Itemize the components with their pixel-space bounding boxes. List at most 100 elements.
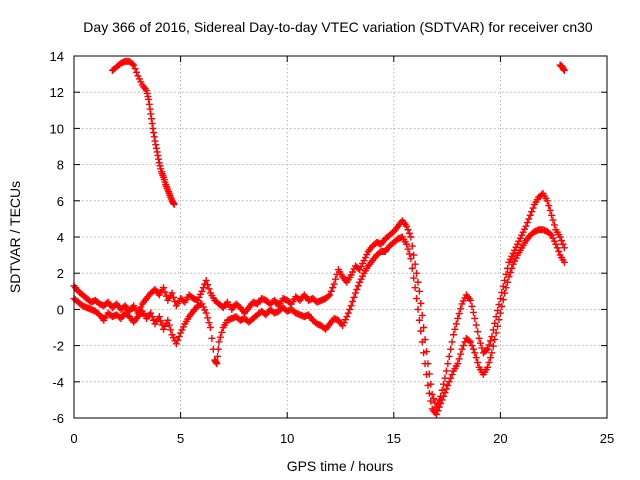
data-point-plus xyxy=(545,202,553,210)
data-point-plus xyxy=(414,305,422,313)
series-high-arc-late xyxy=(556,61,568,74)
data-point-plus xyxy=(474,358,482,366)
data-point-plus xyxy=(425,389,433,397)
data-point-plus xyxy=(457,350,465,358)
data-point-plus xyxy=(172,340,180,348)
data-point-plus xyxy=(501,289,509,297)
data-point-plus xyxy=(496,309,504,317)
data-point-plus xyxy=(415,287,423,295)
data-point-plus xyxy=(354,282,362,290)
data-point-plus xyxy=(411,260,419,268)
data-point-plus xyxy=(471,349,479,357)
data-point-plus xyxy=(485,341,493,349)
data-point-plus xyxy=(327,287,335,295)
data-point-plus xyxy=(168,289,176,297)
data-point-plus xyxy=(212,358,220,366)
data-point-plus xyxy=(167,326,175,334)
data-point-plus xyxy=(452,320,460,328)
data-point-plus xyxy=(454,314,462,322)
data-point-plus xyxy=(432,410,440,418)
data-point-plus xyxy=(559,240,567,248)
data-point-plus xyxy=(445,352,453,360)
data-point-plus xyxy=(488,349,496,357)
y-tick-label: -6 xyxy=(52,411,64,426)
data-point-plus xyxy=(145,100,153,108)
data-point-plus xyxy=(465,337,473,345)
data-point-plus xyxy=(505,273,513,281)
data-point-plus xyxy=(155,313,163,321)
data-point-plus xyxy=(486,354,494,362)
data-point-plus xyxy=(448,371,456,379)
data-point-plus xyxy=(438,396,446,404)
data-point-plus xyxy=(546,230,554,238)
data-point-plus xyxy=(202,309,210,317)
chart-title: Day 366 of 2016, Sidereal Day-to-day VTE… xyxy=(83,19,593,35)
data-point-plus xyxy=(332,275,340,283)
data-point-plus xyxy=(484,345,492,353)
data-point-plus xyxy=(148,313,156,321)
data-point-plus xyxy=(455,310,463,318)
data-point-plus xyxy=(417,327,425,335)
data-point-plus xyxy=(204,281,212,289)
data-point-plus xyxy=(543,197,551,205)
data-point-plus xyxy=(408,264,416,272)
data-point-plus xyxy=(434,407,442,415)
data-point-plus xyxy=(459,342,467,350)
data-point-plus xyxy=(525,215,533,223)
data-point-plus xyxy=(502,284,510,292)
data-point-plus xyxy=(472,354,480,362)
data-point-plus xyxy=(418,338,426,346)
data-point-plus xyxy=(414,278,422,286)
data-point-plus xyxy=(405,229,413,237)
data-point-plus xyxy=(560,244,568,252)
data-point-plus xyxy=(550,221,558,229)
data-point-plus xyxy=(445,378,453,386)
data-point-plus xyxy=(449,331,457,339)
data-point-plus xyxy=(447,345,455,353)
y-tick-label: 12 xyxy=(50,85,64,100)
data-point-plus xyxy=(151,137,159,145)
data-point-plus xyxy=(556,233,564,241)
data-point-plus xyxy=(170,200,178,208)
data-point-plus xyxy=(484,363,492,371)
data-point-plus xyxy=(350,293,358,301)
y-tick-label: -2 xyxy=(52,339,64,354)
data-point-plus xyxy=(437,400,445,408)
data-point-plus xyxy=(353,285,361,293)
data-point-plus xyxy=(440,380,448,388)
data-point-plus xyxy=(216,333,224,341)
axis-ticks xyxy=(73,55,608,419)
y-axis-label: SDTVAR / TECUs xyxy=(7,181,23,293)
data-point-plus xyxy=(404,245,412,253)
data-point-plus xyxy=(471,314,479,322)
data-point-plus xyxy=(442,367,450,375)
data-point-plus xyxy=(199,284,207,292)
data-point-plus xyxy=(560,66,568,74)
data-point-plus xyxy=(474,328,482,336)
data-point-plus xyxy=(169,293,177,301)
data-point-plus xyxy=(552,240,560,248)
data-point-plus xyxy=(153,148,161,156)
y-tick-label: 0 xyxy=(57,302,64,317)
data-point-plus xyxy=(147,309,155,317)
data-point-plus xyxy=(420,349,428,357)
data-point-plus xyxy=(349,298,357,306)
data-point-plus xyxy=(131,65,139,73)
data-point-plus xyxy=(523,219,531,227)
data-point-plus xyxy=(499,296,507,304)
y-tick-label: -4 xyxy=(52,375,64,390)
data-point-plus xyxy=(477,339,485,347)
data-point-plus xyxy=(424,381,432,389)
data-point-plus xyxy=(448,338,456,346)
data-point-plus xyxy=(150,129,158,137)
data-point-plus xyxy=(152,141,160,149)
y-tick-label: 4 xyxy=(57,230,64,245)
data-point-plus xyxy=(494,322,502,330)
x-tick-label: 20 xyxy=(493,431,507,446)
data-point-plus xyxy=(421,360,429,368)
data-point-plus xyxy=(411,284,419,292)
y-tick-label: 6 xyxy=(57,194,64,209)
data-point-plus xyxy=(404,226,412,234)
